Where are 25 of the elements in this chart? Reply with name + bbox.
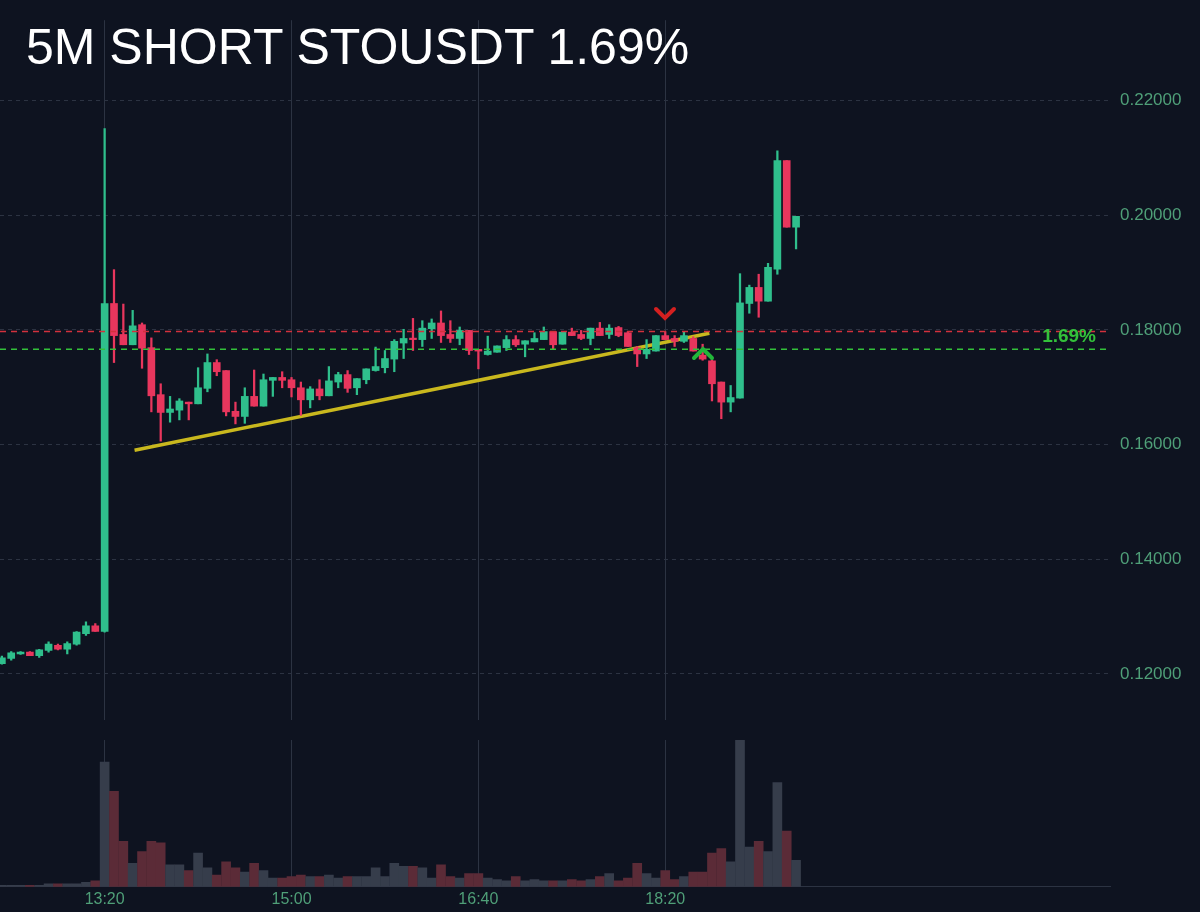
bar [510,876,521,887]
y-tick-label: 0.22000 [1120,90,1182,110]
candlestick [670,335,679,347]
bar [791,860,801,887]
bar [127,862,138,887]
y-tick-label: 0.16000 [1120,434,1182,454]
bar [183,870,194,887]
chart-title: 5M SHORT STOUSDT 1.69% [26,18,690,76]
x-tick-label: 13:20 [84,889,125,907]
annotation: 1.69% [1042,325,1097,347]
x-tick-label: 16:40 [458,889,499,907]
bar [408,865,418,887]
bar [781,830,792,887]
bar [604,873,615,887]
bar [249,862,259,887]
y-tick-label: 0.18000 [1120,319,1182,339]
y-tick-label: 0.20000 [1120,204,1182,224]
y-tick-label: 0.12000 [1120,663,1182,683]
bar [305,876,316,887]
x-tick-label: 18:20 [645,889,686,907]
y-tick-label: 0.14000 [1120,548,1182,568]
candlestick [371,346,380,372]
candlestick [231,401,240,425]
bar [753,840,764,887]
x-tick-label: 15:00 [271,889,312,907]
